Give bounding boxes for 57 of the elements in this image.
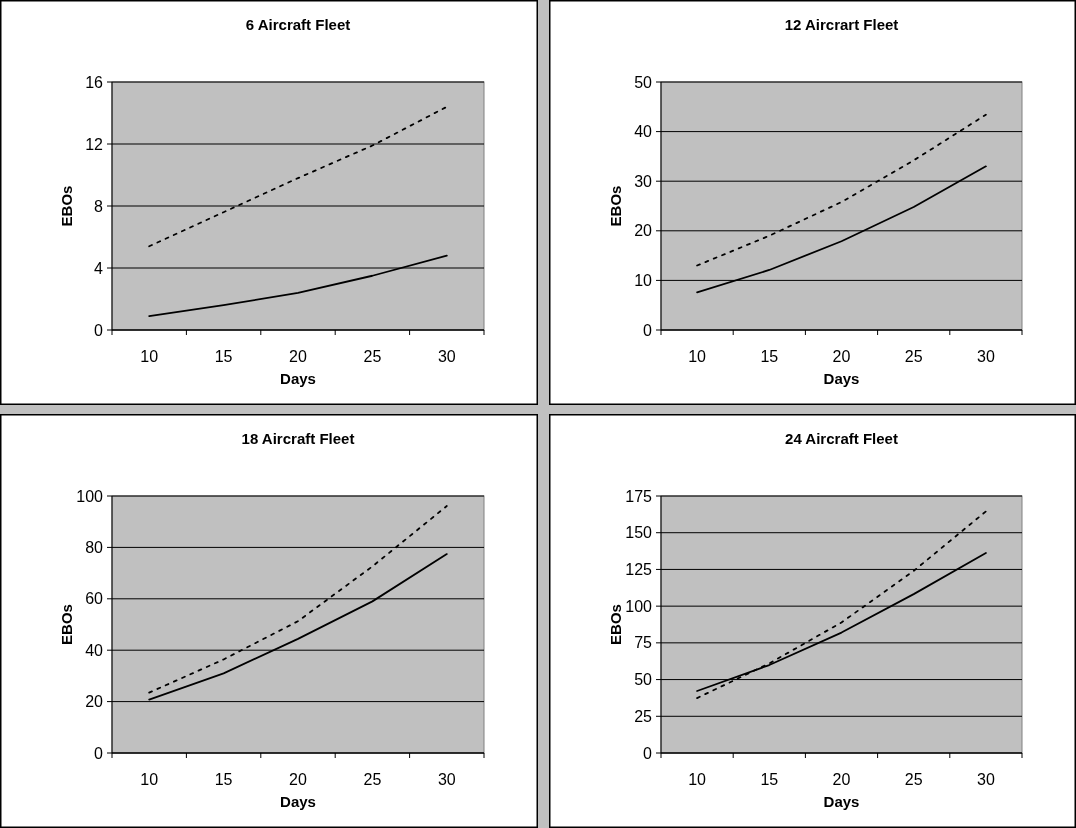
- y-tick-label: 80: [85, 539, 104, 556]
- x-tick-label: 30: [977, 771, 995, 788]
- y-tick-label: 20: [85, 693, 104, 711]
- x-tick-label: 15: [760, 771, 779, 788]
- y-tick-label: 0: [643, 321, 653, 339]
- y-axis-title: EBOs: [58, 604, 75, 645]
- chart-title: 18 Aircraft Fleet: [241, 430, 355, 447]
- x-tick-label: 25: [363, 348, 382, 365]
- y-tick-label: 150: [625, 524, 653, 542]
- y-tick-label: 10: [634, 272, 653, 289]
- x-tick-label: 10: [688, 348, 707, 365]
- y-axis-title: EBOs: [58, 185, 75, 227]
- chart-title: 6 Aircraft Fleet: [245, 16, 351, 33]
- y-tick-label: 60: [85, 590, 104, 608]
- y-tick-label: 30: [634, 172, 653, 190]
- y-tick-label: 16: [85, 73, 104, 91]
- x-tick-label: 30: [977, 348, 995, 365]
- x-tick-label: 20: [832, 348, 851, 365]
- y-tick-label: 100: [625, 597, 653, 615]
- y-tick-label: 50: [634, 73, 653, 91]
- x-tick-label: 10: [140, 348, 159, 365]
- y-tick-label: 175: [625, 487, 653, 505]
- x-tick-label: 20: [832, 771, 851, 788]
- x-tick-label: 10: [140, 771, 159, 788]
- y-tick-label: 20: [634, 222, 653, 240]
- x-tick-label: 30: [437, 771, 456, 788]
- y-tick-label: 40: [634, 123, 653, 141]
- x-tick-label: 25: [904, 771, 923, 788]
- chart-title: 24 Aircraft Fleet: [785, 430, 898, 447]
- y-tick-label: 50: [634, 671, 653, 689]
- x-tick-label: 20: [289, 771, 307, 788]
- x-axis-title: Days: [280, 793, 316, 810]
- y-tick-label: 100: [76, 487, 104, 505]
- y-tick-label: 8: [94, 197, 104, 215]
- y-tick-label: 125: [625, 561, 653, 579]
- y-axis-title: EBOs: [607, 604, 624, 645]
- y-tick-label: 12: [85, 135, 104, 153]
- x-tick-label: 10: [688, 771, 707, 788]
- y-axis-title: EBOs: [607, 185, 624, 227]
- x-tick-label: 25: [904, 348, 923, 365]
- chart-title: 12 Aircrart Fleet: [784, 16, 899, 33]
- x-tick-label: 15: [760, 348, 779, 365]
- x-tick-label: 30: [437, 348, 456, 365]
- x-axis-title: Days: [823, 370, 860, 387]
- x-tick-label: 15: [214, 771, 233, 788]
- y-tick-label: 0: [94, 744, 104, 762]
- y-tick-label: 0: [643, 744, 653, 762]
- x-tick-label: 15: [214, 348, 233, 365]
- y-tick-label: 4: [94, 259, 104, 277]
- x-tick-label: 25: [363, 771, 382, 788]
- y-tick-label: 0: [94, 321, 104, 339]
- y-tick-label: 40: [85, 641, 104, 659]
- y-tick-label: 75: [634, 634, 653, 652]
- x-tick-label: 20: [289, 348, 307, 365]
- x-axis-title: Days: [280, 370, 316, 387]
- y-tick-label: 25: [634, 707, 653, 725]
- x-axis-title: Days: [823, 793, 860, 810]
